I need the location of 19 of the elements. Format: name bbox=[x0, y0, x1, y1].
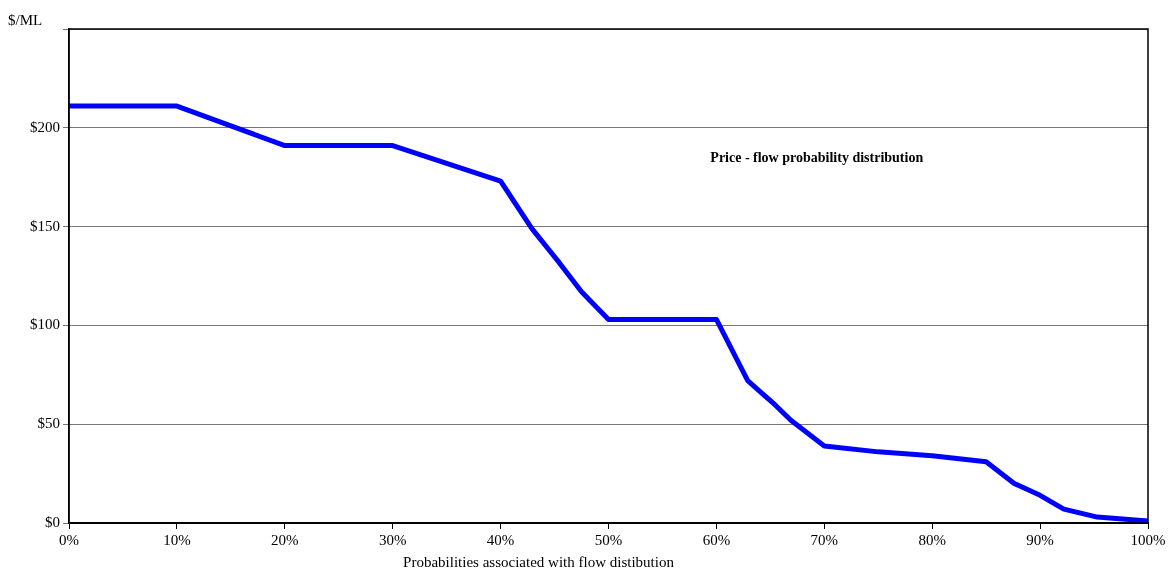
x-tick-label: 60% bbox=[702, 531, 731, 548]
y-axis-title: $/ML bbox=[8, 11, 43, 28]
y-tick-label: $0 bbox=[45, 513, 60, 530]
x-tick-label: 90% bbox=[1026, 531, 1054, 548]
x-tick-label: 50% bbox=[594, 531, 623, 548]
x-tick-label: 70% bbox=[810, 531, 839, 548]
x-tick-label: 0% bbox=[59, 531, 79, 548]
x-tick-label: 30% bbox=[378, 531, 407, 548]
x-tick-label: 80% bbox=[918, 531, 946, 548]
x-tick-label: 10% bbox=[163, 531, 191, 548]
y-tick-label: $200 bbox=[30, 118, 60, 135]
y-tick-label: $50 bbox=[37, 415, 60, 432]
x-tick-label: 20% bbox=[271, 531, 299, 548]
y-tick-label: $100 bbox=[30, 316, 60, 333]
y-tick-label: $150 bbox=[30, 217, 60, 234]
x-axis-title: Probabilities associated with flow distibution bbox=[403, 553, 675, 570]
text: Price - flow probability distribution bbox=[710, 149, 924, 165]
x-tick-label: 40% bbox=[486, 531, 515, 548]
x-tick-label: 100% bbox=[1130, 531, 1166, 548]
